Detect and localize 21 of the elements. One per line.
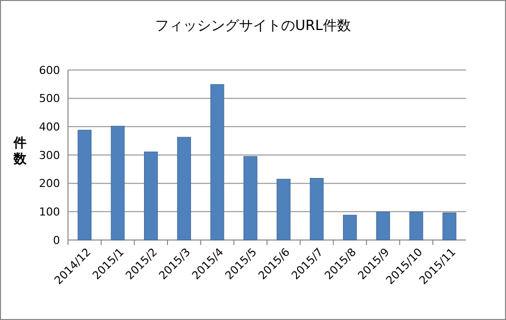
y-tick-label: 0 bbox=[53, 234, 60, 247]
bar bbox=[376, 212, 390, 240]
bar bbox=[210, 84, 224, 240]
bar bbox=[78, 130, 92, 240]
bar bbox=[177, 136, 191, 240]
y-tick-label: 400 bbox=[39, 120, 60, 134]
bar bbox=[244, 156, 258, 240]
bar bbox=[144, 152, 158, 240]
bar bbox=[409, 212, 424, 240]
y-tick-label: 600 bbox=[39, 64, 60, 77]
y-tick-label: 500 bbox=[39, 92, 60, 106]
y-tick-label: 200 bbox=[39, 177, 60, 190]
chart-title: フィッシングサイトのURL件数 bbox=[155, 18, 351, 34]
bar bbox=[110, 126, 125, 240]
bar bbox=[343, 214, 357, 240]
y-tick-label: 100 bbox=[39, 206, 60, 219]
y-tick-label: 300 bbox=[39, 148, 60, 162]
bar bbox=[442, 212, 456, 240]
bar bbox=[276, 178, 290, 240]
bar bbox=[310, 178, 324, 240]
y-axis-title: 件数 bbox=[12, 136, 28, 167]
